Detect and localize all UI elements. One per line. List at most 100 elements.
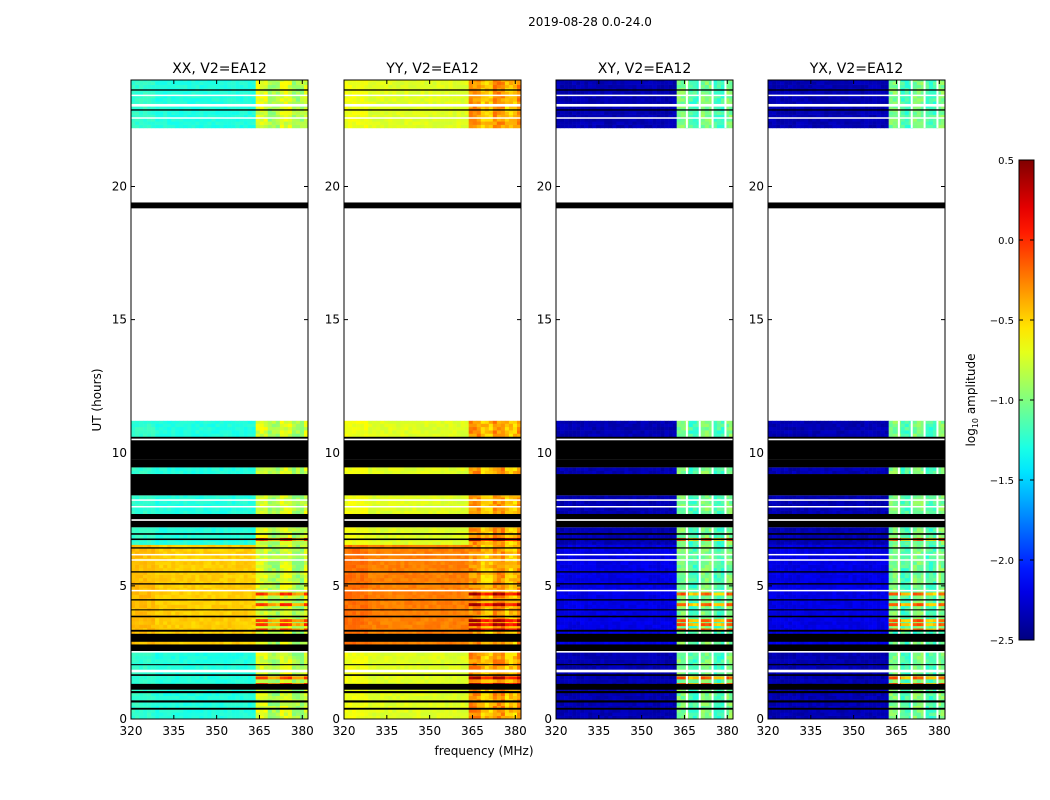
heatmap-cell <box>384 695 389 700</box>
heatmap-cell <box>195 84 200 89</box>
heatmap-cell <box>171 111 176 115</box>
heatmap-cell <box>488 702 494 706</box>
heatmap-cell <box>211 581 216 585</box>
heatmap-cell <box>223 624 228 629</box>
heatmap-cell <box>295 470 301 475</box>
heatmap-cell <box>279 584 285 589</box>
heatmap-cell <box>484 652 490 657</box>
heatmap-cell <box>135 665 140 670</box>
heatmap-cell <box>255 124 261 129</box>
heatmap-cell <box>211 577 216 582</box>
heatmap-cell <box>235 433 240 438</box>
heatmap-cell <box>287 531 293 535</box>
heatmap-cell <box>424 709 429 713</box>
heatmap-cell <box>231 534 236 539</box>
heatmap-cell <box>251 420 256 424</box>
heatmap-cell <box>159 567 164 572</box>
heatmap-cell <box>287 504 293 508</box>
heatmap-cell <box>267 433 273 438</box>
heatmap-cell <box>388 641 393 645</box>
heatmap-cell <box>203 467 208 472</box>
heatmap-cell <box>275 495 281 498</box>
heatmap-cell <box>424 627 429 632</box>
heatmap-cell <box>496 672 502 677</box>
heatmap-cell <box>303 84 309 89</box>
heatmap-cell <box>135 581 140 585</box>
heatmap-cell <box>143 672 148 677</box>
heatmap-cell <box>424 705 429 710</box>
heatmap-cell <box>191 624 196 629</box>
heatmap-cell <box>179 574 184 579</box>
heatmap-cell <box>175 101 180 105</box>
heatmap-cell <box>420 712 425 716</box>
heatmap-cell <box>271 121 277 125</box>
heatmap-cell <box>271 510 277 515</box>
heatmap-cell <box>199 672 204 677</box>
heatmap-cell <box>424 641 429 645</box>
heatmap-cell <box>251 433 256 438</box>
flagged-band <box>131 609 308 611</box>
heatmap-cell <box>267 577 273 582</box>
heatmap-cell <box>191 497 196 501</box>
heatmap-cell <box>516 692 522 697</box>
heatmap-cell <box>404 692 409 697</box>
heatmap-cell <box>299 84 305 89</box>
heatmap-cell <box>187 655 192 660</box>
heatmap-cell <box>211 114 216 119</box>
heatmap-cell <box>372 624 377 629</box>
heatmap-cell <box>131 665 136 670</box>
heatmap-cell <box>408 712 413 716</box>
heatmap-cell <box>364 652 369 657</box>
heatmap-cell <box>203 702 208 706</box>
heatmap-cell <box>227 709 232 713</box>
heatmap-cell <box>147 665 152 670</box>
heatmap-cell <box>263 584 269 589</box>
heatmap-cell <box>360 692 365 697</box>
heatmap-cell <box>492 665 498 670</box>
heatmap-cell <box>199 547 204 552</box>
heatmap-cell <box>295 554 301 559</box>
heatmap-cell <box>291 510 297 515</box>
heatmap-cell <box>139 571 144 575</box>
heatmap-cell <box>259 571 265 575</box>
heatmap-cell <box>199 591 204 595</box>
heatmap-cell <box>151 495 156 498</box>
heatmap-cell <box>211 621 216 625</box>
heatmap-cell <box>239 659 244 663</box>
heatmap-cell <box>344 655 349 660</box>
heatmap-cell <box>163 665 168 670</box>
heatmap-cell <box>159 531 164 535</box>
heatmap-cell <box>484 679 490 683</box>
heatmap-cell <box>424 692 429 697</box>
heatmap-cell <box>159 534 164 539</box>
heatmap-cell <box>255 426 261 431</box>
heatmap-cell <box>496 709 502 713</box>
heatmap-cell <box>271 659 277 663</box>
heatmap-cell <box>143 420 148 424</box>
heatmap-cell <box>135 554 140 559</box>
heatmap-cell <box>135 689 140 693</box>
heatmap-cell <box>171 587 176 592</box>
heatmap-cell <box>295 577 301 582</box>
heatmap-cell <box>207 675 212 680</box>
heatmap-cell <box>251 470 256 475</box>
heatmap-cell <box>364 705 369 710</box>
heatmap-cell <box>460 627 465 632</box>
heatmap-cell <box>211 124 216 129</box>
heatmap-cell <box>279 551 285 555</box>
heatmap-cell <box>179 655 184 660</box>
heatmap-cell <box>131 611 136 615</box>
heatmap-cell <box>231 541 236 545</box>
heatmap-cell <box>303 426 309 431</box>
spike-cell <box>295 592 301 596</box>
heatmap-cell <box>159 510 164 515</box>
heatmap-cell <box>159 679 164 683</box>
heatmap-cell <box>303 621 309 625</box>
heatmap-cell <box>131 426 136 431</box>
heatmap-cell <box>500 692 506 697</box>
heatmap-cell <box>275 587 281 592</box>
heatmap-cell <box>211 420 216 424</box>
spike-cell <box>299 676 305 680</box>
heatmap-cell <box>291 567 297 572</box>
heatmap-cell <box>239 554 244 559</box>
